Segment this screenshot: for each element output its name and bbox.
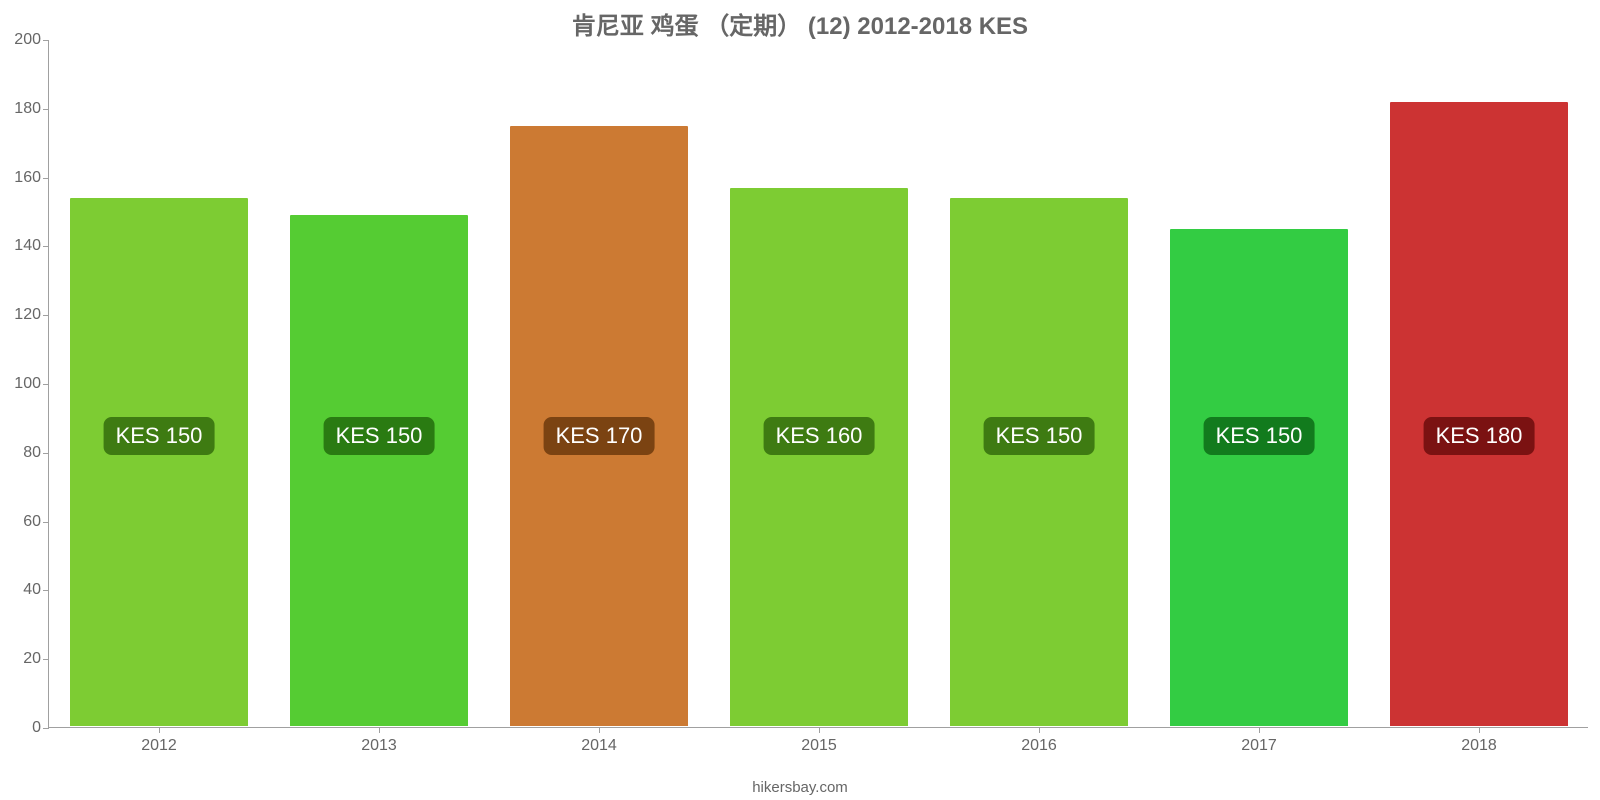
- bar: [729, 187, 909, 727]
- y-tick-label: 120: [14, 306, 49, 324]
- x-tick-label: 2016: [1021, 727, 1057, 755]
- plot-area: 0204060801001201401601802002012KES 15020…: [48, 40, 1588, 728]
- y-tick-label: 100: [14, 375, 49, 393]
- x-tick-label: 2018: [1461, 727, 1497, 755]
- y-tick-label: 80: [23, 444, 49, 462]
- x-tick-label: 2014: [581, 727, 617, 755]
- y-tick-label: 20: [23, 650, 49, 668]
- y-tick-label: 200: [14, 31, 49, 49]
- bar: [69, 197, 249, 727]
- y-tick-label: 60: [23, 513, 49, 531]
- bar-value-label: KES 150: [104, 417, 215, 455]
- y-tick-label: 40: [23, 581, 49, 599]
- bar: [1389, 101, 1569, 727]
- bar-value-label: KES 160: [764, 417, 875, 455]
- attribution-text: hikersbay.com: [0, 779, 1600, 796]
- bar-value-label: KES 180: [1424, 417, 1535, 455]
- bar-value-label: KES 150: [324, 417, 435, 455]
- bar: [289, 214, 469, 727]
- x-tick-label: 2015: [801, 727, 837, 755]
- bar: [949, 197, 1129, 727]
- y-tick-label: 140: [14, 237, 49, 255]
- x-tick-label: 2012: [141, 727, 177, 755]
- bar-value-label: KES 150: [984, 417, 1095, 455]
- bar-value-label: KES 170: [544, 417, 655, 455]
- x-tick-label: 2017: [1241, 727, 1277, 755]
- y-tick-label: 160: [14, 169, 49, 187]
- bar: [1169, 228, 1349, 727]
- x-tick-label: 2013: [361, 727, 397, 755]
- y-tick-label: 0: [32, 719, 49, 737]
- bar-value-label: KES 150: [1204, 417, 1315, 455]
- y-tick-label: 180: [14, 100, 49, 118]
- chart-title: 肯尼亚 鸡蛋 （定期） (12) 2012-2018 KES: [0, 6, 1600, 41]
